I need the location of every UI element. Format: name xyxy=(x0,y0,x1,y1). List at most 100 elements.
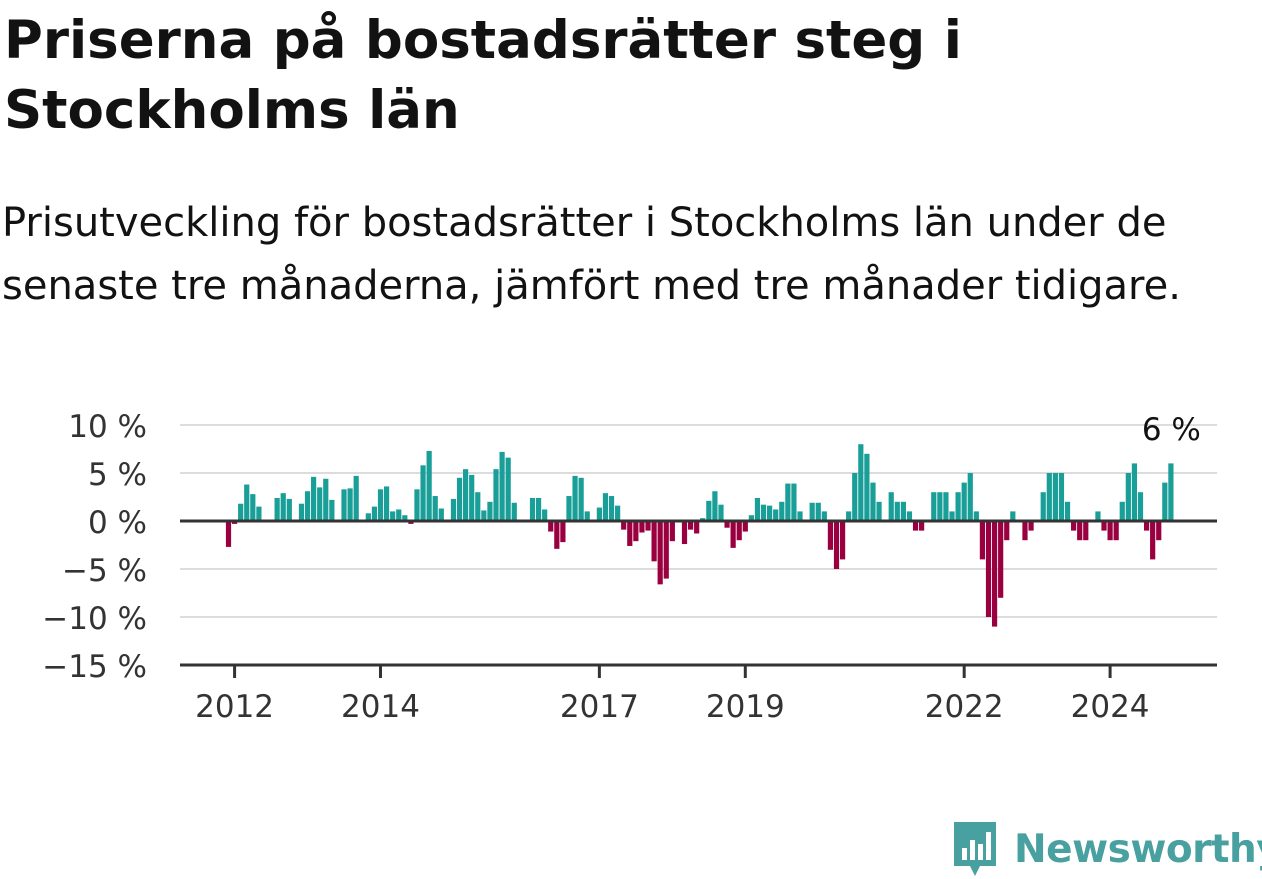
bar xyxy=(469,474,475,521)
bars xyxy=(225,444,1174,627)
bar xyxy=(280,493,286,521)
x-tick-label: 2022 xyxy=(925,689,1004,725)
bar xyxy=(456,477,463,521)
bar xyxy=(724,521,730,528)
bar xyxy=(1168,463,1174,521)
bar xyxy=(1071,521,1077,531)
bar xyxy=(864,453,870,521)
bar xyxy=(767,505,773,521)
bar xyxy=(529,497,536,521)
bar xyxy=(991,521,998,627)
bar xyxy=(876,501,882,521)
bar xyxy=(353,475,359,521)
chart-subtitle: Prisutveckling för bostadsrätter i Stock… xyxy=(2,200,1181,309)
bar xyxy=(511,502,517,521)
bar xyxy=(329,499,335,521)
bar xyxy=(584,511,590,521)
x-tick-label: 2017 xyxy=(560,689,639,725)
bar xyxy=(1137,492,1144,521)
bar xyxy=(998,521,1004,598)
bar xyxy=(645,521,651,531)
bar xyxy=(931,492,937,521)
bar xyxy=(420,465,426,521)
bar xyxy=(912,521,919,531)
bar xyxy=(797,511,803,521)
bar-chart: 10 %5 %0 %−5 %−10 %−15 % 2012 2014 2017 201… xyxy=(42,409,1217,725)
bar xyxy=(815,502,821,521)
bar xyxy=(894,501,900,521)
bar xyxy=(846,511,852,521)
bar xyxy=(274,497,280,521)
bar xyxy=(1150,521,1156,560)
bar xyxy=(888,492,894,521)
y-tick-label: −10 % xyxy=(42,601,147,637)
bar xyxy=(621,521,627,530)
bar xyxy=(791,483,797,521)
bar xyxy=(499,451,505,521)
bar xyxy=(937,492,943,521)
x-tick-label: 2012 xyxy=(195,689,274,725)
bar xyxy=(596,507,602,521)
bar xyxy=(736,521,742,541)
bar xyxy=(250,494,256,521)
bar xyxy=(687,521,694,530)
bar xyxy=(402,515,408,521)
bar xyxy=(1010,511,1016,521)
bar xyxy=(1095,511,1101,521)
y-tick-label: −5 % xyxy=(62,553,147,589)
bar xyxy=(1046,473,1052,521)
bar xyxy=(663,521,669,579)
last-value-annotation: 6 % xyxy=(1142,412,1201,448)
bar xyxy=(602,493,609,521)
bar xyxy=(943,492,949,521)
bar xyxy=(238,503,244,521)
bar xyxy=(414,489,420,521)
bar xyxy=(1058,473,1065,521)
x-tick-label: 2014 xyxy=(341,689,420,725)
bar xyxy=(390,511,396,521)
bar xyxy=(1040,492,1046,521)
bar xyxy=(919,521,925,531)
logo-text: Newsworthy xyxy=(1014,826,1262,872)
bar xyxy=(298,503,305,521)
bar xyxy=(979,521,986,560)
bar xyxy=(572,475,578,521)
y-tick-label: 5 % xyxy=(88,457,147,493)
bar xyxy=(833,521,840,569)
x-axis-ticks: 2012 2014 2017 2019 2022 2024 xyxy=(195,665,1150,725)
bar xyxy=(949,511,955,521)
bar xyxy=(1028,521,1034,531)
bar xyxy=(347,488,353,521)
bar xyxy=(396,509,402,521)
bar xyxy=(542,509,548,521)
bar xyxy=(1064,501,1071,521)
y-tick-label: 0 % xyxy=(88,505,147,541)
bar xyxy=(760,504,767,521)
bar xyxy=(754,497,761,521)
bar xyxy=(827,521,834,550)
bar xyxy=(718,504,724,521)
bar xyxy=(481,510,487,521)
bar xyxy=(1125,473,1131,521)
bar xyxy=(985,521,992,617)
bar xyxy=(779,501,785,521)
gridlines xyxy=(180,424,1217,618)
bar xyxy=(809,502,815,521)
bar xyxy=(256,506,262,521)
chart-title: Priserna på bostadsrätter steg i Stockho… xyxy=(4,10,962,141)
bar xyxy=(1162,482,1168,521)
bar xyxy=(651,521,657,562)
bar xyxy=(615,505,621,521)
bar xyxy=(870,482,876,521)
bar xyxy=(730,521,736,548)
newsworthy-logo-icon xyxy=(954,822,996,876)
bar xyxy=(1004,521,1010,541)
bar xyxy=(487,501,493,521)
y-tick-label: 10 % xyxy=(68,409,147,445)
bar xyxy=(560,521,566,543)
bar xyxy=(1077,521,1083,541)
bar xyxy=(706,500,712,521)
bar xyxy=(341,489,347,521)
bar xyxy=(712,491,718,521)
bar xyxy=(1143,521,1150,531)
